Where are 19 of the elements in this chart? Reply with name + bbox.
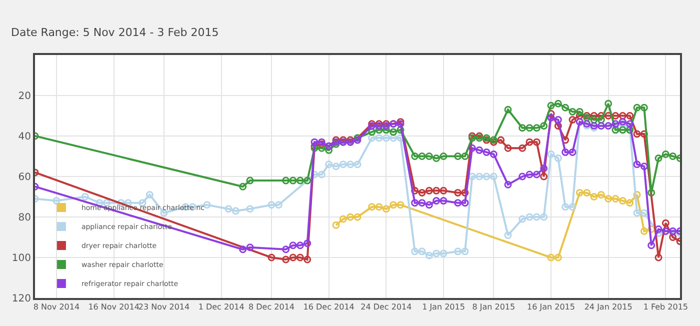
x-tick-label: 8 Nov 2014: [33, 302, 80, 312]
y-tick-label: 60: [18, 172, 31, 183]
y-tick-label: 80: [18, 212, 31, 224]
x-tick-label: 1 Jan 2015: [422, 302, 465, 312]
x-tick-label: 16 Dec 2014: [303, 302, 354, 312]
x-tick-label: 1 Feb 2015: [643, 302, 688, 312]
x-tick-label: 23 Nov 2014: [138, 302, 190, 312]
x-tick-label: 8 Dec 2014: [248, 302, 295, 312]
y-tick-label: 100: [12, 253, 31, 264]
y-tick-label: 120: [12, 294, 31, 304]
x-tick-label: 1 Dec 2014: [198, 302, 244, 312]
y-tick-label: 20: [18, 91, 31, 102]
y-tick-label: 40: [18, 132, 31, 142]
x-tick-label: 16 Nov 2014: [88, 302, 140, 312]
x-tick-label: 24 Jan 2015: [584, 302, 632, 312]
x-tick-label: 16 Jan 2015: [527, 302, 575, 312]
x-tick-label: 24 Dec 2014: [360, 302, 412, 312]
x-tick-label: 8 Jan 2015: [472, 302, 516, 312]
chart-subtitle: Date Range: 5 Nov 2014 - 3 Feb 2015: [11, 26, 219, 39]
